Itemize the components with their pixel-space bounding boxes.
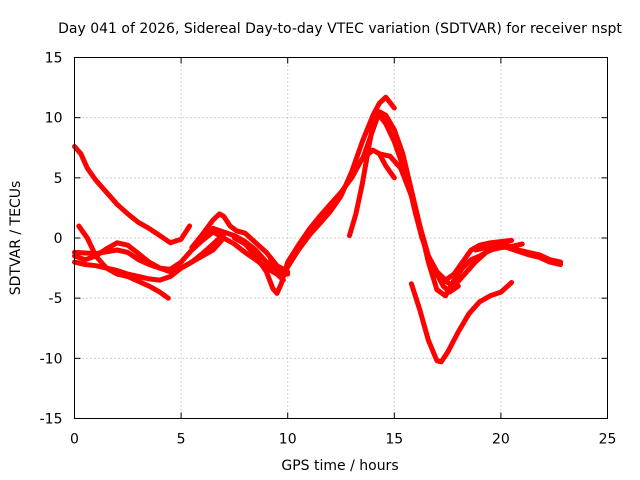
series-track-2 <box>76 223 171 301</box>
y-tick-label: 15 <box>45 51 63 67</box>
data-series <box>72 94 564 365</box>
series-track-11 <box>347 112 461 295</box>
x-tick-label: 5 <box>177 432 186 448</box>
y-tick-label: -15 <box>40 412 63 428</box>
chart-title: Day 041 of 2026, Sidereal Day-to-day VTE… <box>58 21 622 37</box>
series-track-6 <box>189 211 291 275</box>
x-tick-label: 25 <box>599 432 617 448</box>
series-track-13 <box>376 151 515 283</box>
y-tick-label: 0 <box>54 231 63 247</box>
y-tick-label: -5 <box>49 291 63 307</box>
series-track-5 <box>72 235 227 283</box>
series-track-16 <box>472 242 564 267</box>
x-axis-label: GPS time / hours <box>281 458 398 474</box>
series-track-14 <box>408 280 515 365</box>
tick-labels: 0 5 10 15 20 25 -15 -10 -5 0 5 10 15 <box>40 51 617 448</box>
series-track-10 <box>268 94 397 277</box>
series-track-8 <box>199 229 291 277</box>
grid <box>74 57 608 419</box>
x-tick-label: 10 <box>279 432 297 448</box>
axes <box>74 57 608 419</box>
series-track-12 <box>359 109 525 299</box>
x-tick-label: 20 <box>492 432 510 448</box>
y-tick-label: 10 <box>45 111 63 127</box>
plot-frame <box>74 57 608 419</box>
series-track-9 <box>231 147 397 296</box>
x-tick-label: 15 <box>385 432 403 448</box>
y-tick-label: 5 <box>54 171 63 187</box>
y-tick-label: -10 <box>40 351 63 367</box>
series-track-1 <box>72 144 193 246</box>
x-tick-label: 0 <box>70 432 79 448</box>
y-axis-label: SDTVAR / TECUs <box>8 181 24 296</box>
